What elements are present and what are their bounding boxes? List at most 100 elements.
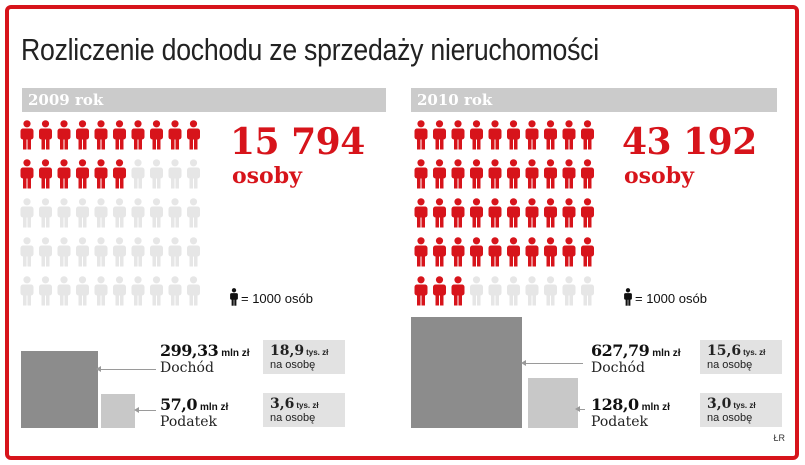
dochod-pointer-2010	[521, 360, 583, 366]
person-icon-empty	[168, 198, 182, 228]
infographic-frame	[5, 5, 799, 460]
podatek-label: Podatek	[591, 414, 648, 430]
person-icon-filled	[76, 120, 89, 150]
year-bar-2010: 2010 rok	[411, 88, 777, 112]
person-icon-empty	[113, 276, 126, 306]
podatek-amount: 128,0	[591, 395, 639, 414]
person-icon-empty	[187, 237, 200, 267]
per-person-unit: tys. zł	[733, 401, 756, 410]
person-icon-filled	[187, 120, 200, 150]
dochod-per-person-2010: 15,6 tys. zł na osobę	[700, 340, 782, 375]
person-icon-empty	[187, 198, 200, 228]
people-count-2010: 43 192	[622, 121, 757, 163]
person-icon-filled	[451, 120, 465, 150]
dochod-label: Dochód	[160, 360, 214, 376]
dochod-amount: 627,79	[591, 341, 650, 360]
dochod-amount: 299,33	[160, 341, 219, 360]
person-icon-empty	[507, 276, 520, 306]
person-icon-filled	[581, 120, 594, 150]
person-icon-empty	[150, 237, 163, 267]
person-icon-filled	[131, 120, 145, 150]
person-icon-filled	[544, 120, 557, 150]
person-icon-empty	[20, 237, 34, 267]
people-unit-2010: osoby	[624, 163, 694, 189]
person-icon-filled	[470, 120, 483, 150]
person-icon-empty	[76, 237, 89, 267]
person-icon-filled	[544, 159, 557, 189]
people-count-2009: 15 794	[230, 121, 365, 163]
person-icon-filled	[414, 237, 428, 267]
person-icon-empty	[581, 276, 594, 306]
podatek-square-2010	[528, 377, 579, 428]
person-icon-filled	[414, 159, 428, 189]
person-icon-filled	[544, 237, 557, 267]
person-icon-filled	[414, 198, 428, 228]
person-icon-filled	[488, 159, 502, 189]
legend-2010: = 1000 osób	[623, 288, 707, 306]
person-icon-filled	[525, 198, 539, 228]
person-icon-filled	[525, 120, 539, 150]
person-icon-filled	[507, 237, 520, 267]
legend-2009: = 1000 osób	[229, 288, 313, 306]
person-icon-empty	[131, 276, 145, 306]
person-icon-empty	[168, 276, 182, 306]
podatek-amount: 57,0	[160, 395, 197, 414]
person-icon-empty	[544, 276, 557, 306]
person-icon-empty	[94, 237, 108, 267]
per-person-amount: 15,6	[707, 343, 742, 359]
dochod-pointer-2009	[96, 366, 156, 372]
legend-text: = 1000 osób	[241, 291, 313, 306]
person-icon-empty	[57, 237, 71, 267]
year-bar-2009: 2009 rok	[22, 88, 386, 112]
person-icon-filled	[562, 120, 576, 150]
podatek-label: Podatek	[160, 414, 217, 430]
person-icon-empty	[57, 276, 71, 306]
person-icon-filled	[433, 276, 446, 306]
page-title: Rozliczenie dochodu ze sprzedaży nieruch…	[21, 32, 599, 67]
person-icon-filled	[39, 159, 52, 189]
person-icon-filled	[451, 237, 465, 267]
person-icon-empty	[525, 276, 539, 306]
person-icon	[624, 288, 632, 306]
person-icon-filled	[113, 120, 126, 150]
person-icon-filled	[94, 120, 108, 150]
podatek-value-2009: 57,0 mln zł Podatek	[160, 395, 228, 430]
person-icon-filled	[76, 159, 89, 189]
person-icon-filled	[525, 159, 539, 189]
person-icon-empty	[187, 159, 200, 189]
per-person-text: na osobę	[270, 358, 316, 371]
person-icon-filled	[433, 159, 446, 189]
podatek-per-person-2009: 3,6 tys. zł na osobę	[263, 393, 345, 428]
person-icon-filled	[525, 237, 539, 267]
per-person-unit: tys. zł	[306, 348, 329, 357]
person-icon-filled	[470, 159, 483, 189]
legend-text: = 1000 osób	[635, 291, 707, 306]
person-icon-filled	[94, 159, 108, 189]
person-icon-empty	[20, 276, 34, 306]
person-icon-empty	[168, 237, 182, 267]
person-icon-filled	[168, 120, 182, 150]
dochod-unit: mln zł	[652, 348, 681, 359]
per-person-unit: tys. zł	[743, 348, 766, 357]
person-icon-empty	[76, 198, 89, 228]
podatek-per-person-2010: 3,0 tys. zł na osobę	[700, 393, 782, 428]
person-icon-filled	[488, 120, 502, 150]
person-icon-empty	[113, 237, 126, 267]
person-icon-empty	[562, 276, 576, 306]
people-grid-2010	[414, 120, 594, 306]
person-icon-empty	[76, 276, 89, 306]
person-icon-filled	[57, 159, 71, 189]
person-icon-empty	[150, 159, 163, 189]
dochod-square-2009	[21, 351, 98, 428]
person-icon-filled	[20, 120, 34, 150]
per-person-unit: tys. zł	[296, 401, 319, 410]
person-icon-filled	[562, 159, 576, 189]
person-icon-filled	[433, 120, 446, 150]
person-icon-filled	[20, 159, 34, 189]
person-icon-filled	[470, 198, 483, 228]
person-icon-filled	[470, 237, 483, 267]
podatek-value-2010: 128,0 mln zł Podatek	[591, 395, 670, 430]
person-icon-empty	[131, 237, 145, 267]
person-icon-filled	[433, 237, 446, 267]
podatek-square-2009	[101, 394, 135, 428]
